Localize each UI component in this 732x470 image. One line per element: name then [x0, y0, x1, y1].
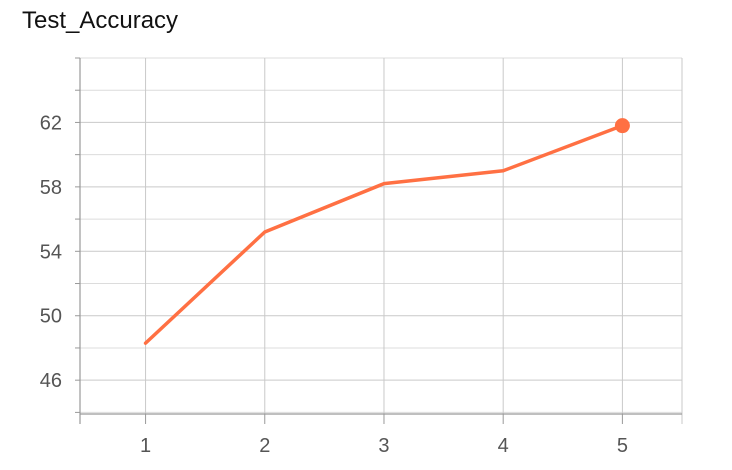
- series-layer: [143, 118, 630, 345]
- axes: [75, 57, 682, 424]
- x-tick-label: 5: [617, 435, 628, 457]
- x-tick-label: 4: [498, 435, 509, 457]
- grid: [80, 57, 683, 424]
- last-point-marker: [614, 118, 630, 134]
- series-line: [143, 123, 625, 345]
- y-tick-label: 58: [40, 177, 62, 199]
- y-tick-label: 54: [40, 241, 62, 263]
- tick-labels: 46 50 54 58 62 1 2 3 4 5: [40, 112, 628, 457]
- x-tick-label: 2: [259, 435, 270, 457]
- x-tick-label: 1: [140, 435, 151, 457]
- y-tick-label: 46: [40, 370, 62, 392]
- y-tick-label: 62: [40, 112, 62, 134]
- y-tick-label: 50: [40, 306, 62, 328]
- chart-title: Test_Accuracy: [22, 7, 179, 34]
- x-tick-label: 3: [378, 435, 389, 457]
